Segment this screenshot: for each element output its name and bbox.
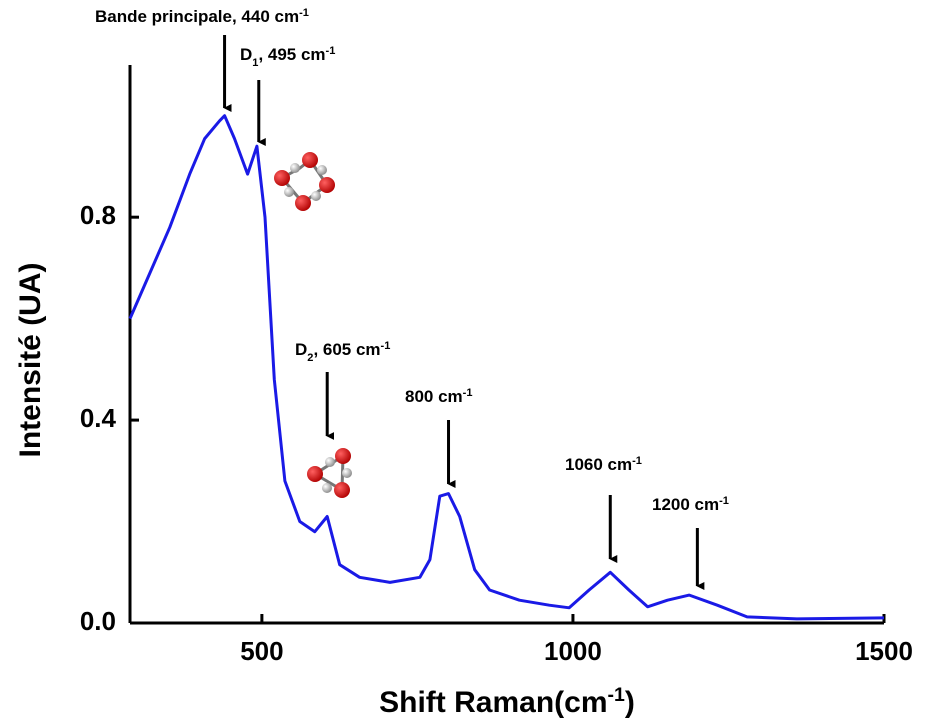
label-part: Shift Raman(cm — [379, 686, 607, 719]
annotation-label: 1060 cm-1 — [565, 455, 642, 474]
label-part: Bande principale, 440 cm — [95, 7, 299, 26]
label-part: -1 — [719, 495, 729, 507]
y-tick-label: 0.4 — [80, 403, 117, 433]
label-part: , 605 cm — [313, 340, 380, 359]
x-axis-title: Shift Raman(cm-1) — [379, 684, 635, 719]
x-tick-label: 1000 — [544, 636, 602, 666]
label-part: 800 cm — [405, 387, 463, 406]
label-part: D — [295, 340, 307, 359]
spectrum-line — [128, 114, 885, 621]
x-tick-label: 1500 — [855, 636, 913, 666]
y-axis-title: Intensité (UA) — [14, 263, 47, 458]
annotation-label: D1, 495 cm-1 — [240, 45, 335, 69]
label-part: , 495 cm — [258, 45, 325, 64]
label-part: -1 — [299, 7, 309, 19]
label-part: -1 — [381, 340, 391, 352]
label-part: 1 — [252, 57, 258, 69]
label-part: Intensité (UA) — [14, 263, 47, 458]
label-part: 1200 cm — [652, 495, 719, 514]
annotation-label: 1200 cm-1 — [652, 495, 729, 514]
label-part: -1 — [326, 45, 336, 57]
ring-3-icon — [307, 448, 352, 498]
label-part: 2 — [307, 352, 313, 364]
annotation-label: D2, 605 cm-1 — [295, 340, 390, 364]
annotation-label: 800 cm-1 — [405, 387, 473, 406]
label-part: ) — [625, 686, 635, 719]
y-tick-label: 0.0 — [80, 606, 116, 636]
label-part: 1060 cm — [565, 455, 632, 474]
x-tick-label: 500 — [240, 636, 283, 666]
ring-5-icon — [274, 152, 335, 211]
annotation-label: Bande principale, 440 cm-1 — [95, 7, 309, 26]
y-tick-label: 0.8 — [80, 200, 116, 230]
label-part: -1 — [463, 387, 473, 399]
label-part: -1 — [632, 455, 642, 467]
label-part: -1 — [608, 684, 625, 706]
label-part: D — [240, 45, 252, 64]
